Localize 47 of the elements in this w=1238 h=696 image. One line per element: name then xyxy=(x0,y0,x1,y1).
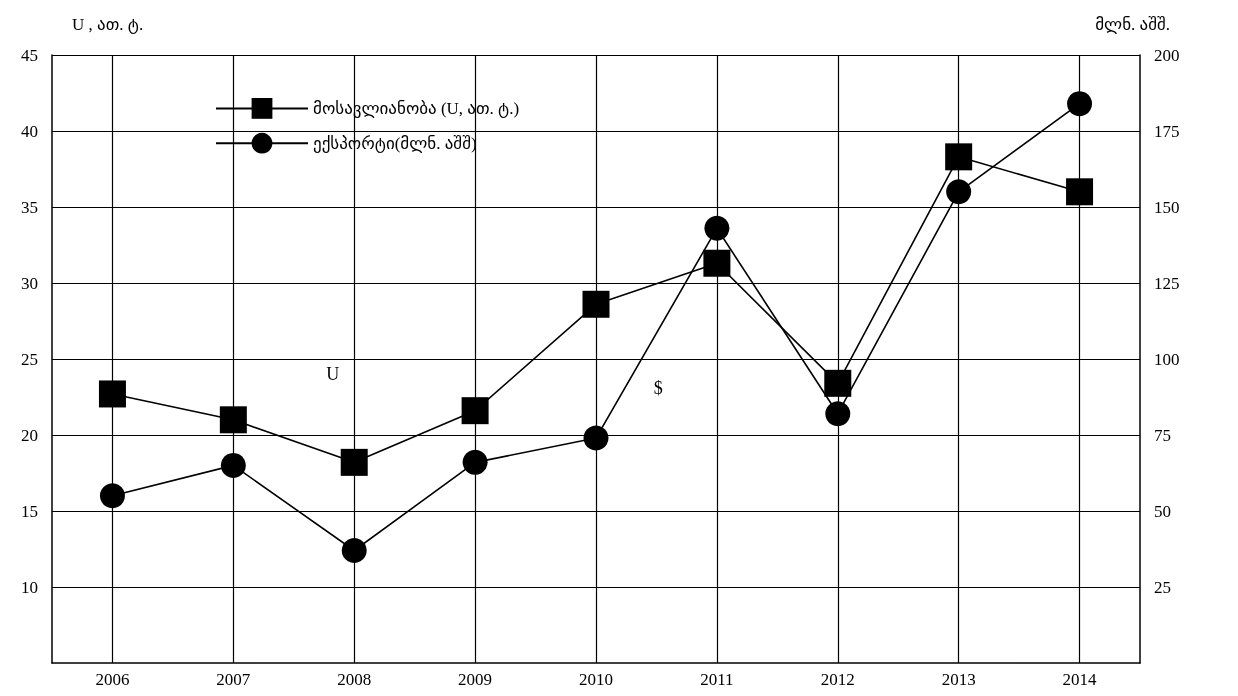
y2-tick-label: 125 xyxy=(1154,273,1180,293)
x-tick-label: 2013 xyxy=(941,670,976,689)
x-tick-label: 2011 xyxy=(700,670,734,689)
y-tick-label: 10 xyxy=(21,577,38,597)
point xyxy=(824,369,852,397)
y2-tick-label: 75 xyxy=(1154,425,1171,445)
y-tick-label: 20 xyxy=(21,425,38,445)
x-tick-label: 2010 xyxy=(579,670,613,689)
annotation: $ xyxy=(653,377,663,398)
y2-axis-title: მლნ. აშშ. xyxy=(1095,15,1170,34)
y2-tick-label: 25 xyxy=(1154,577,1171,597)
point xyxy=(583,425,609,451)
point xyxy=(582,290,610,318)
y-tick-label: 40 xyxy=(21,121,38,141)
point xyxy=(461,397,489,425)
x-tick-label: 2006 xyxy=(95,670,130,689)
x-tick-label: 2014 xyxy=(1062,670,1098,689)
x-tick-label: 2012 xyxy=(820,670,855,689)
point xyxy=(825,401,851,427)
y2-tick-label: 50 xyxy=(1154,501,1171,521)
point xyxy=(341,538,367,564)
point xyxy=(1066,178,1094,206)
point xyxy=(703,249,731,277)
x-tick-label: 2007 xyxy=(216,670,251,689)
point xyxy=(99,483,125,509)
y2-tick-label: 200 xyxy=(1154,45,1180,65)
y-tick-label: 45 xyxy=(21,45,38,65)
y-tick-label: 30 xyxy=(21,273,38,293)
point xyxy=(1067,91,1093,117)
point xyxy=(945,143,973,171)
point xyxy=(219,406,247,434)
x-tick-label: 2009 xyxy=(458,670,493,689)
x-tick-label: 2008 xyxy=(337,670,372,689)
y-tick-label: 15 xyxy=(21,501,38,521)
y2-tick-label: 150 xyxy=(1154,197,1180,217)
y2-tick-label: 175 xyxy=(1154,121,1180,141)
annotation: U xyxy=(326,364,340,385)
y2-tick-label: 100 xyxy=(1154,349,1180,369)
y-tick-label: 25 xyxy=(21,349,38,369)
point xyxy=(946,179,972,205)
point xyxy=(220,452,246,478)
point xyxy=(98,380,126,408)
y-axis-title: U , ათ. ტ. xyxy=(72,15,144,34)
y-tick-label: 35 xyxy=(21,197,38,217)
point xyxy=(340,448,368,476)
point xyxy=(462,449,488,475)
point xyxy=(704,215,730,241)
